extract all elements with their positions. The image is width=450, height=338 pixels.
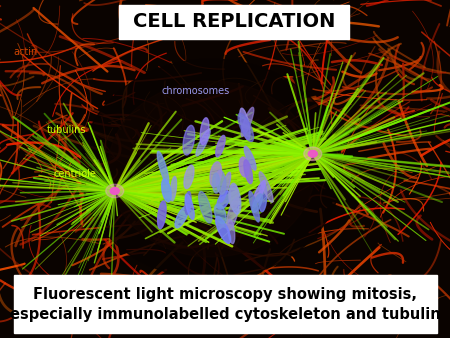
Ellipse shape [185,192,191,215]
Ellipse shape [216,216,231,243]
Text: centriole: centriole [54,169,97,179]
Ellipse shape [217,191,230,209]
Ellipse shape [240,108,250,140]
Ellipse shape [212,173,220,193]
Ellipse shape [184,165,194,189]
Ellipse shape [175,206,188,228]
Text: chromosomes: chromosomes [162,86,230,96]
Ellipse shape [108,81,315,257]
Ellipse shape [216,170,226,194]
Text: tubulins: tubulins [47,125,87,135]
Ellipse shape [171,176,176,201]
Ellipse shape [158,201,166,229]
Ellipse shape [162,179,171,202]
Ellipse shape [238,113,253,142]
Ellipse shape [81,59,342,279]
Ellipse shape [226,197,239,231]
Text: Fluorescent light microscopy showing mitosis,
especially immunolabelled cytoskel: Fluorescent light microscopy showing mit… [9,287,441,321]
Ellipse shape [252,180,265,207]
Circle shape [106,184,124,198]
Ellipse shape [230,185,241,214]
Ellipse shape [244,160,252,184]
Circle shape [110,188,119,194]
Ellipse shape [259,183,267,212]
FancyBboxPatch shape [14,275,436,333]
Text: CELL REPLICATION: CELL REPLICATION [133,13,335,31]
FancyBboxPatch shape [119,5,349,39]
Ellipse shape [216,136,225,157]
Ellipse shape [196,129,210,156]
Ellipse shape [241,107,254,137]
Ellipse shape [185,194,194,219]
Circle shape [308,150,317,157]
Ellipse shape [157,151,169,184]
Circle shape [304,147,322,161]
Ellipse shape [220,172,231,202]
Ellipse shape [199,191,212,223]
Ellipse shape [244,146,256,170]
Ellipse shape [259,172,273,202]
Ellipse shape [200,118,209,145]
Ellipse shape [252,194,262,212]
Text: actin: actin [14,47,38,57]
Ellipse shape [239,157,249,177]
Ellipse shape [229,183,239,209]
Ellipse shape [249,191,259,222]
Ellipse shape [228,219,235,244]
Ellipse shape [183,125,195,155]
Ellipse shape [215,204,226,224]
Ellipse shape [210,162,221,187]
